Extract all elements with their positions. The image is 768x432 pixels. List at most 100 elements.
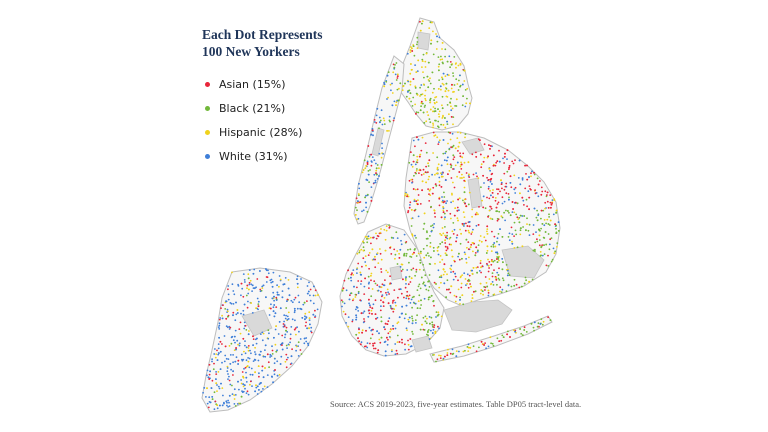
population-dot <box>413 200 416 203</box>
population-dot <box>525 229 527 232</box>
population-dot <box>520 285 523 288</box>
population-dot <box>437 120 440 123</box>
population-dot <box>414 103 416 106</box>
population-dot <box>541 323 544 326</box>
laguardia-airport <box>461 137 485 155</box>
population-dot <box>423 106 426 108</box>
population-dot <box>224 345 227 348</box>
population-dot <box>365 194 367 197</box>
population-dot <box>364 235 367 238</box>
population-dot <box>459 296 461 299</box>
population-dot <box>378 175 380 177</box>
population-dot <box>390 253 393 255</box>
population-dot <box>521 215 524 217</box>
population-dot <box>416 188 419 191</box>
population-dot <box>457 131 459 134</box>
population-dot <box>399 82 402 85</box>
legend-item-black: Black (21%) <box>202 96 362 120</box>
population-dot <box>381 142 383 145</box>
population-dot <box>424 142 427 145</box>
population-dot <box>297 294 300 297</box>
population-dot <box>362 169 365 171</box>
population-dot <box>356 218 358 221</box>
population-dot <box>444 55 446 58</box>
population-dot <box>452 168 454 170</box>
population-dot <box>555 224 557 227</box>
population-dot <box>341 288 344 291</box>
population-dot <box>308 311 311 314</box>
population-dot <box>304 318 306 321</box>
population-dot <box>556 246 558 248</box>
population-dot <box>540 217 542 220</box>
population-dot <box>433 223 435 225</box>
population-dot <box>233 403 236 405</box>
population-dot <box>446 156 449 159</box>
population-dot <box>388 317 391 320</box>
population-dot <box>408 316 411 319</box>
population-dot <box>211 379 214 382</box>
population-dot <box>546 200 549 203</box>
population-dot <box>304 315 306 318</box>
legend-dot-icon <box>205 129 210 135</box>
population-dot <box>262 284 265 287</box>
population-dot <box>228 405 231 407</box>
population-dot <box>521 245 524 248</box>
population-dot <box>433 87 435 90</box>
population-dot <box>386 288 389 291</box>
population-dot <box>364 255 367 257</box>
population-dot <box>389 83 392 86</box>
population-dot <box>305 340 308 343</box>
population-dot <box>441 82 444 85</box>
population-dot <box>314 309 316 312</box>
population-dot <box>411 317 414 320</box>
population-dot <box>483 182 485 184</box>
population-dot <box>343 279 346 282</box>
population-dot <box>406 269 409 271</box>
population-dot <box>380 299 382 302</box>
population-dot <box>519 214 522 217</box>
population-dot <box>285 314 287 317</box>
population-dot <box>209 370 211 373</box>
population-dot <box>433 281 436 284</box>
population-dot <box>370 309 373 312</box>
population-dot <box>383 119 386 122</box>
population-dot <box>285 307 288 309</box>
population-dot <box>445 82 448 85</box>
population-dot <box>550 203 553 206</box>
population-dot <box>552 213 555 216</box>
population-dot <box>407 283 410 286</box>
population-dot <box>428 189 431 192</box>
population-dot <box>543 219 546 221</box>
population-dot <box>422 53 425 56</box>
population-dot <box>248 366 251 369</box>
population-dot <box>496 203 499 205</box>
population-dot <box>202 391 204 394</box>
population-dot <box>439 232 441 235</box>
population-dot <box>532 326 535 329</box>
population-dot <box>273 362 276 365</box>
population-dot <box>529 188 531 190</box>
population-dot <box>269 356 271 358</box>
population-dot <box>543 244 545 247</box>
population-dot <box>489 189 491 192</box>
population-dot <box>261 369 264 372</box>
population-dot <box>297 341 300 344</box>
population-dot <box>426 237 429 240</box>
population-dot <box>396 77 399 79</box>
population-dot <box>367 237 370 240</box>
population-dot <box>216 359 219 361</box>
population-dot <box>500 179 502 182</box>
population-dot <box>385 229 388 232</box>
population-dot <box>462 211 465 214</box>
population-dot <box>444 355 446 358</box>
population-dot <box>391 104 394 107</box>
population-dot <box>449 291 452 294</box>
population-dot <box>383 83 386 86</box>
population-dot <box>357 201 359 204</box>
population-dot <box>422 316 425 319</box>
population-dot <box>451 193 453 196</box>
population-dot <box>359 271 362 274</box>
population-dot <box>432 354 434 356</box>
population-dot <box>383 123 386 125</box>
population-dot <box>272 291 275 294</box>
